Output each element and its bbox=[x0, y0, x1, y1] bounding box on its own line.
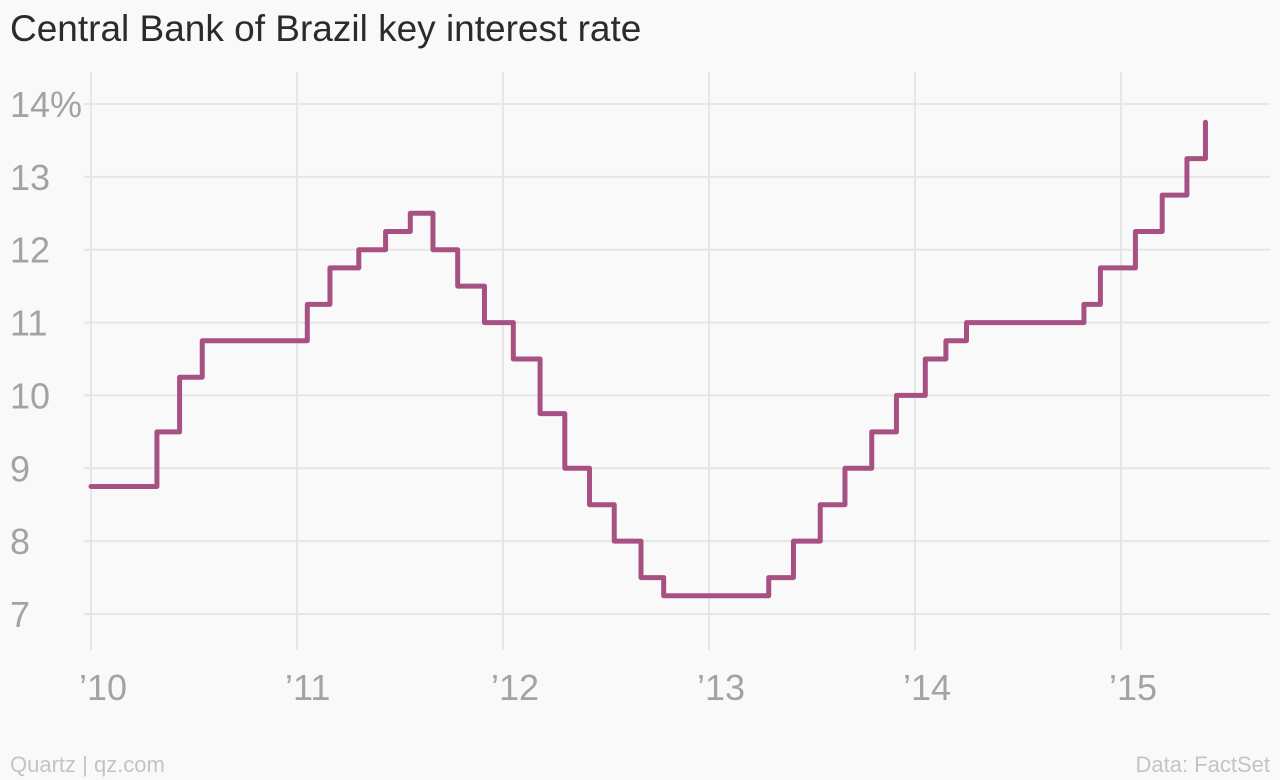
x-tick-label: ’10 bbox=[79, 667, 127, 708]
source-credit: Quartz | qz.com bbox=[10, 752, 165, 777]
x-tick-label: ’13 bbox=[697, 667, 745, 708]
chart-title: Central Bank of Brazil key interest rate bbox=[10, 8, 642, 49]
x-gridlines bbox=[90, 72, 1122, 650]
y-tick-label: 12 bbox=[10, 230, 50, 271]
x-tick-label: ’12 bbox=[491, 667, 539, 708]
y-axis-tick-labels: 7 8 9 10 11 12 13 14% bbox=[10, 84, 82, 635]
y-gridlines bbox=[84, 103, 1270, 615]
y-tick-label: 11 bbox=[10, 303, 47, 344]
y-tick-label: 8 bbox=[10, 521, 30, 562]
series-group bbox=[88, 119, 1208, 599]
y-tick-label: 14% bbox=[10, 84, 82, 125]
y-tick-label: 9 bbox=[10, 448, 30, 489]
y-tick-label: 10 bbox=[10, 375, 50, 416]
data-source: Data: FactSet bbox=[1135, 752, 1270, 777]
x-tick-label: ’14 bbox=[903, 667, 951, 708]
x-tick-label: ’15 bbox=[1109, 667, 1157, 708]
y-tick-label: 7 bbox=[10, 594, 30, 635]
y-tick-label: 13 bbox=[10, 157, 50, 198]
rate-step-line bbox=[88, 119, 1208, 599]
x-axis-tick-labels: ’10 ’11 ’12 ’13 ’14 ’15 bbox=[79, 667, 1157, 708]
x-tick-label: ’11 bbox=[285, 667, 330, 708]
